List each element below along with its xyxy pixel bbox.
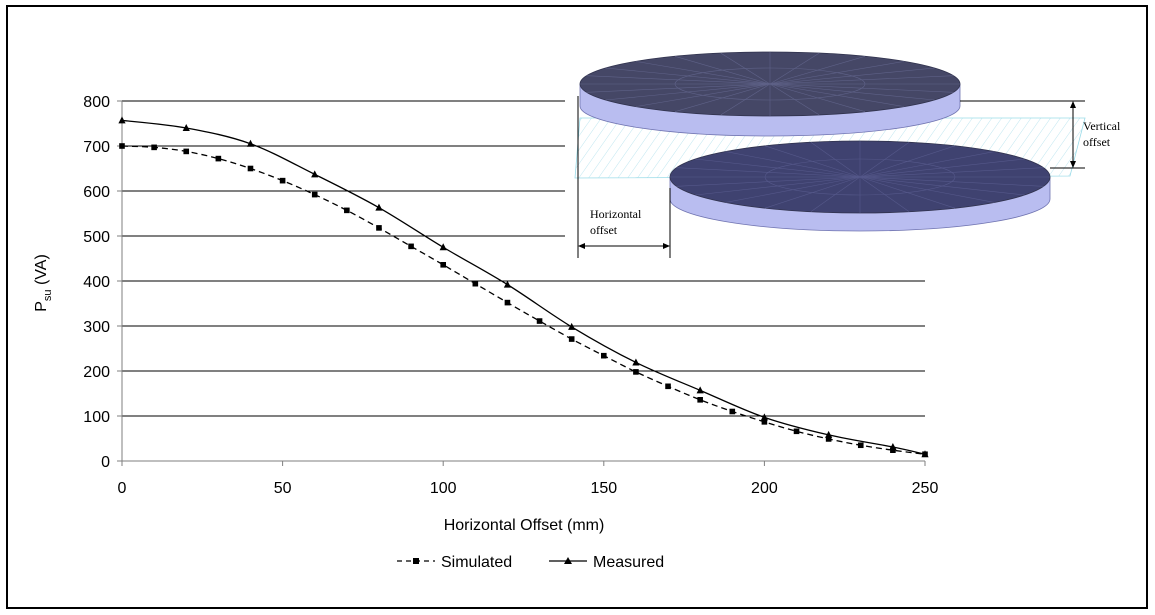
point-simulated: [183, 148, 190, 155]
point-simulated: [890, 447, 896, 453]
point-simulated: [697, 397, 703, 403]
vertical-offset-label-2: offset: [1083, 135, 1111, 149]
y-tick-label: 200: [83, 364, 110, 381]
point-measured: [439, 243, 447, 251]
point-simulated: [536, 318, 543, 324]
top-disk: [579, 51, 961, 137]
point-simulated: [568, 336, 575, 342]
point-simulated: [151, 144, 157, 151]
point-measured: [825, 430, 833, 438]
y-tick-label: 800: [83, 94, 110, 111]
point-simulated: [472, 280, 479, 287]
disk-offset-inset: Vertical offset Horizontal offset: [565, 32, 1121, 264]
point-simulated: [344, 207, 350, 214]
y-axis-title-sub: su: [42, 289, 54, 301]
series-line-measured: [121, 119, 926, 455]
point-simulated: [504, 299, 511, 306]
vertical-arrow-head-bottom: [1070, 161, 1076, 168]
series-group: [118, 116, 929, 458]
point-measured: [632, 358, 640, 366]
x-tick-label: 50: [274, 480, 292, 497]
point-simulated: [408, 243, 414, 250]
x-tick-label: 100: [430, 480, 457, 497]
horizontal-offset-label-2: offset: [590, 223, 618, 237]
point-measured: [760, 413, 768, 421]
y-axis-title: Psu (VA): [33, 254, 54, 312]
y-axis-title-unit: (VA): [33, 254, 50, 289]
point-simulated: [440, 262, 446, 268]
y-tick-label: 500: [83, 229, 110, 246]
x-axis-title: Horizontal Offset (mm): [444, 517, 605, 534]
point-simulated: [601, 352, 607, 359]
legend-measured-marker: [564, 557, 572, 564]
point-measured: [246, 139, 255, 147]
horizontal-arrow-head-left: [578, 243, 585, 249]
point-simulated: [825, 436, 832, 442]
point-simulated: [311, 191, 318, 198]
point-measured: [921, 450, 929, 458]
y-tick-label: 400: [83, 274, 110, 291]
bottom-disk: [669, 140, 1051, 232]
x-tick-label: 0: [118, 480, 127, 497]
y-tick-labels: 0 100 200 300 400 500 600 700 800: [83, 94, 122, 471]
legend: Simulated Measured: [397, 554, 664, 571]
point-measured: [568, 322, 576, 330]
point-simulated: [247, 165, 254, 172]
horizontal-arrow-head-right: [663, 243, 670, 249]
point-measured: [696, 386, 704, 394]
point-measured: [118, 116, 126, 124]
point-measured: [182, 124, 190, 131]
x-tick-labels: 0 50 100 150 200 250: [118, 461, 939, 497]
x-tick-label: 150: [590, 480, 617, 497]
y-tick-label: 700: [83, 139, 110, 156]
point-simulated: [761, 419, 768, 425]
legend-measured-label: Measured: [593, 554, 664, 571]
point-simulated: [793, 428, 800, 435]
y-tick-label: 300: [83, 319, 110, 336]
y-tick-label: 600: [83, 184, 110, 201]
point-simulated: [857, 442, 864, 449]
point-simulated: [729, 408, 736, 415]
point-measured: [503, 280, 512, 288]
horizontal-offset-label-1: Horizontal: [590, 207, 642, 221]
point-simulated: [376, 225, 382, 231]
x-tick-label: 200: [751, 480, 778, 497]
vertical-arrow-head-top: [1070, 101, 1076, 108]
point-simulated: [119, 143, 125, 149]
point-measured: [889, 443, 897, 451]
y-tick-label: 100: [83, 409, 110, 426]
point-simulated: [215, 155, 222, 162]
x-tick-label: 250: [912, 480, 939, 497]
point-measured: [375, 203, 383, 211]
point-simulated: [665, 383, 671, 390]
point-simulated: [279, 177, 286, 184]
y-axis-title-main: P: [33, 301, 50, 312]
legend-simulated-marker: [413, 558, 419, 564]
y-tick-label: 0: [101, 454, 110, 471]
vertical-offset-label-1: Vertical: [1083, 119, 1121, 133]
legend-simulated-label: Simulated: [441, 554, 512, 571]
point-measured: [311, 170, 319, 178]
point-simulated: [633, 369, 639, 375]
